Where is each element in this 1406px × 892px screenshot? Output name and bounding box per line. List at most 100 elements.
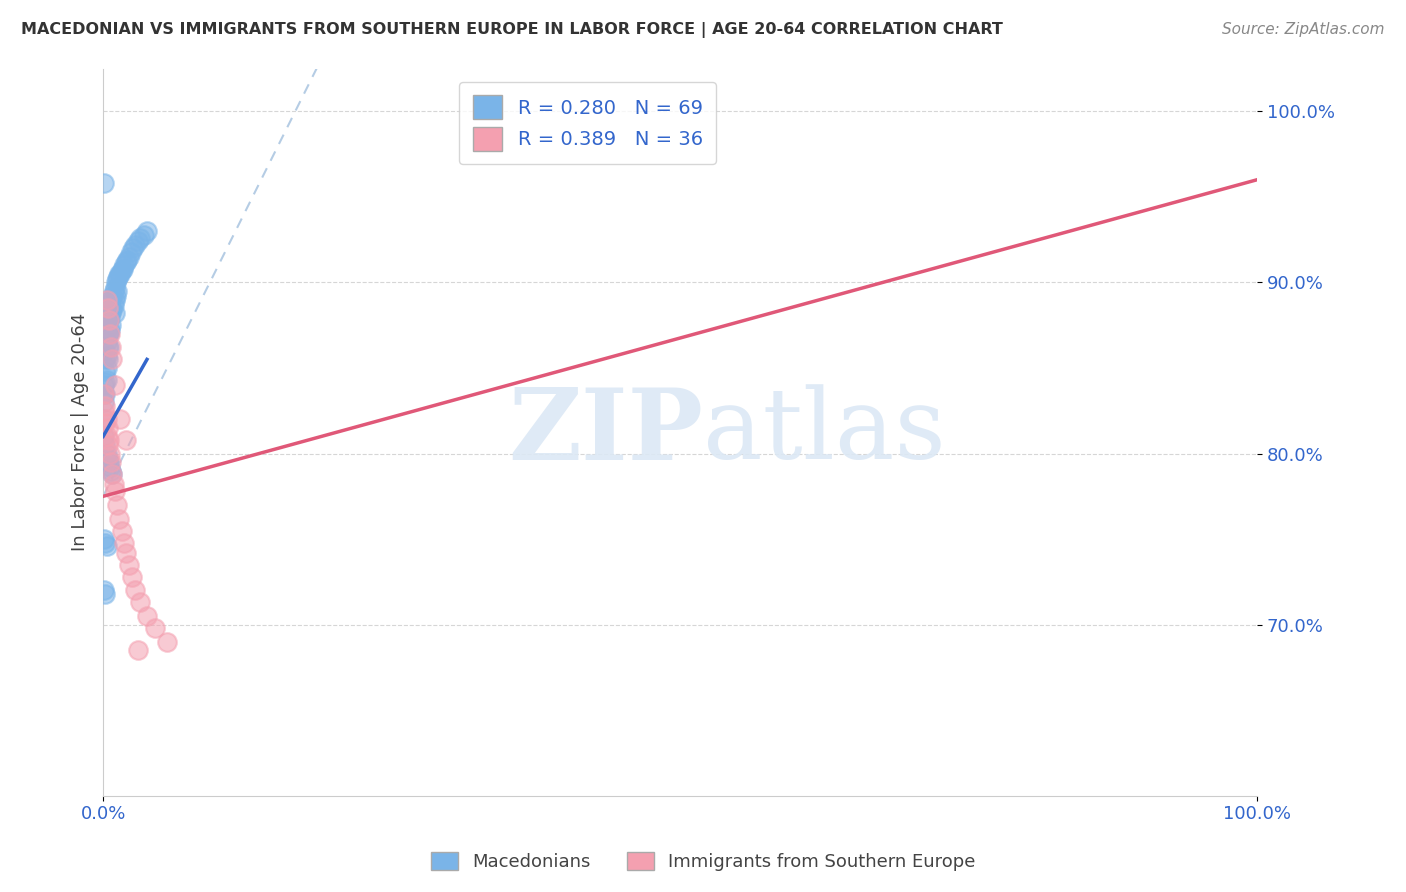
Point (97, 421, 120, 435)
Point (94, 364, 117, 378)
Point (110, 263, 132, 277)
Point (96, 323, 118, 337)
Point (98, 323, 121, 337)
Point (100, 341, 122, 355)
Point (112, 258, 135, 272)
Point (101, 302, 124, 317)
Point (155, 634, 177, 648)
Point (101, 289, 124, 303)
Point (129, 595, 152, 609)
Point (93, 583, 115, 598)
Point (143, 621, 166, 635)
Point (127, 643, 149, 657)
Y-axis label: In Labor Force | Age 20-64: In Labor Force | Age 20-64 (72, 313, 89, 551)
Point (117, 250, 139, 264)
Point (98, 460, 121, 475)
Point (96, 349, 118, 363)
Point (98, 446, 121, 460)
Point (100, 318, 122, 333)
Point (101, 352, 124, 367)
Legend: Macedonians, Immigrants from Southern Europe: Macedonians, Immigrants from Southern Eu… (423, 845, 983, 879)
Legend: R = 0.280   N = 69, R = 0.389   N = 36: R = 0.280 N = 69, R = 0.389 N = 36 (460, 82, 716, 164)
Point (101, 467, 124, 481)
Point (108, 267, 131, 281)
Point (108, 511, 131, 525)
Point (97, 313, 120, 327)
Point (97, 451, 120, 466)
Point (104, 484, 127, 499)
Point (96, 293, 118, 307)
Point (115, 255, 138, 269)
Point (127, 235, 149, 249)
Point (111, 261, 134, 276)
Point (115, 433, 138, 447)
Point (93, 532, 115, 546)
Point (97, 313, 120, 327)
Point (100, 464, 122, 478)
Point (94, 438, 117, 452)
Point (96, 335, 118, 350)
Point (94, 587, 117, 601)
Point (103, 284, 125, 298)
Point (97, 455, 120, 469)
Point (93, 176, 115, 190)
Point (97, 313, 120, 327)
Point (129, 231, 152, 245)
Point (110, 412, 132, 426)
Point (96, 539, 118, 553)
Point (97, 341, 120, 355)
Point (97, 438, 120, 452)
Point (96, 373, 118, 387)
Point (124, 583, 146, 598)
Text: ZIP: ZIP (509, 384, 703, 481)
Point (94, 343, 117, 358)
Point (97, 433, 120, 447)
Point (104, 306, 127, 320)
Point (93, 386, 115, 401)
Point (117, 253, 139, 268)
Point (96, 361, 118, 376)
Point (93, 395, 115, 409)
Point (105, 272, 128, 286)
Point (97, 326, 120, 341)
Point (110, 267, 132, 281)
Point (105, 284, 128, 298)
Point (96, 412, 118, 426)
Point (104, 289, 127, 303)
Point (121, 570, 143, 584)
Point (93, 403, 115, 417)
Point (104, 293, 127, 307)
Point (97, 341, 120, 355)
Point (98, 310, 121, 324)
Point (94, 375, 117, 389)
Point (94, 416, 117, 430)
Point (93, 429, 115, 443)
Point (105, 498, 128, 512)
Point (122, 241, 145, 255)
Point (136, 609, 159, 624)
Text: Source: ZipAtlas.com: Source: ZipAtlas.com (1222, 22, 1385, 37)
Point (117, 558, 139, 572)
Point (100, 455, 122, 469)
Point (136, 224, 159, 238)
Point (94, 386, 117, 401)
Point (97, 352, 120, 367)
Point (97, 326, 120, 341)
Point (124, 237, 146, 252)
Point (104, 378, 127, 392)
Point (96, 429, 118, 443)
Point (103, 477, 125, 491)
Point (93, 386, 115, 401)
Point (100, 293, 122, 307)
Point (93, 412, 115, 426)
Point (98, 326, 121, 341)
Point (132, 227, 155, 242)
Point (98, 296, 121, 310)
Point (104, 280, 127, 294)
Point (107, 270, 129, 285)
Point (94, 352, 117, 367)
Point (94, 399, 117, 413)
Point (104, 276, 127, 290)
Point (110, 524, 132, 538)
Point (112, 535, 135, 549)
